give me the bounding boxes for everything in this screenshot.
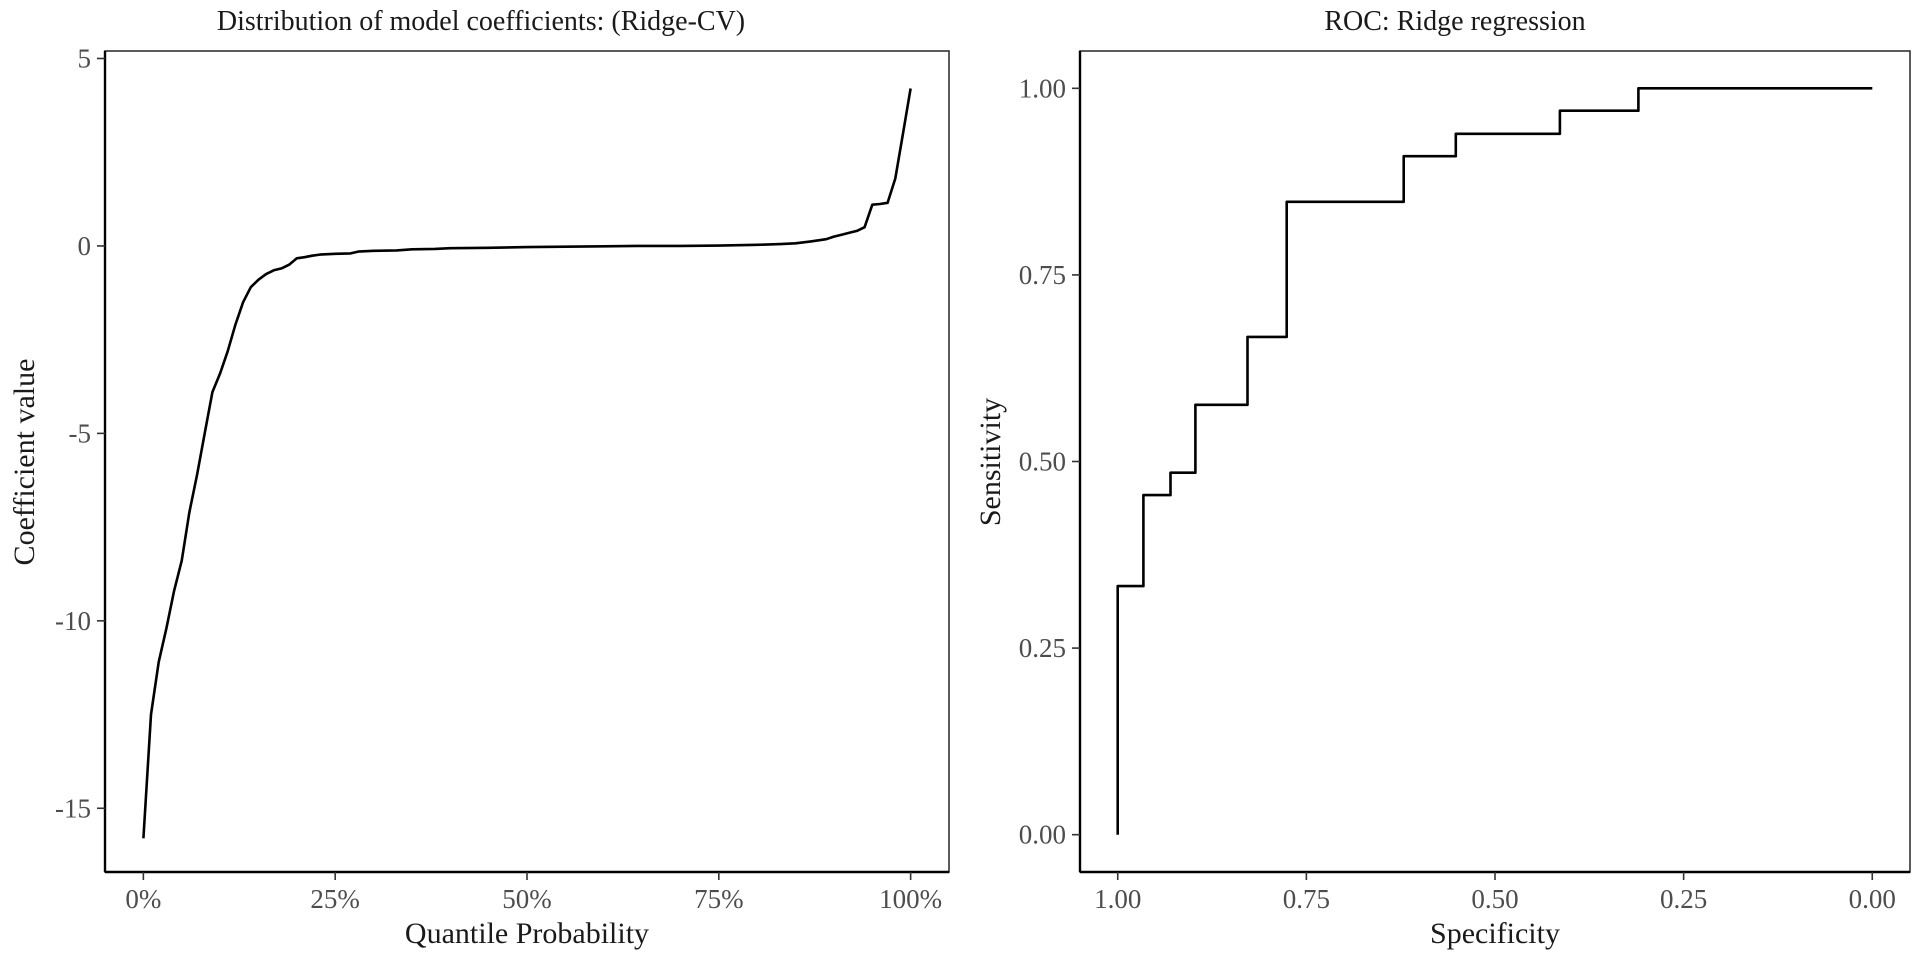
x-tick-label: 0.25 [1660,884,1707,914]
x-axis-ticks: 1.00 0.75 0.50 0.25 0.00 [1094,872,1896,914]
x-tick-label: 100% [879,884,942,914]
x-tick-label: 0.75 [1283,884,1330,914]
x-tick-label: 25% [310,884,360,914]
y-axis-title: Coefficient value [8,359,41,566]
chart-title: ROC: Ridge regression [1324,6,1585,37]
plot-border [104,50,950,873]
coefficient-distribution-panel: Distribution of model coefficients: (Rid… [8,6,950,950]
x-tick-label: 1.00 [1094,884,1141,914]
roc-curve-line [1116,87,1873,835]
x-tick-label: 0.50 [1471,884,1518,914]
roc-curve-panel: ROC: Ridge regression 1.00 0.75 0.50 0.25 0.… [974,6,1911,950]
x-tick-label: 0% [125,884,161,914]
y-tick-label: 0.50 [1019,447,1066,477]
y-tick-label: -5 [69,418,92,448]
y-axis-title: Sensitivity [974,398,1007,526]
x-axis-ticks: 0% 25% 50% 75% 100% [125,872,942,914]
y-axis-ticks: 5 0 -5 -10 -15 [55,43,105,823]
y-tick-label: -15 [55,793,91,823]
x-tick-label: 0.00 [1849,884,1896,914]
plot-border [1079,50,1911,873]
x-axis-title: Specificity [1430,917,1560,950]
y-tick-label: 0 [78,231,92,261]
y-axis-ticks: 0.00 0.25 0.50 0.75 1.00 [1019,73,1080,850]
y-tick-label: 0.25 [1019,633,1066,663]
x-tick-label: 75% [694,884,744,914]
x-tick-label: 50% [502,884,552,914]
y-tick-label: 0.00 [1019,820,1066,850]
x-axis-title: Quantile Probability [405,917,649,950]
y-tick-label: 0.75 [1019,260,1066,290]
chart-title: Distribution of model coefficients: (Rid… [217,6,745,37]
y-tick-label: 1.00 [1019,73,1066,103]
y-tick-label: -10 [55,606,91,636]
coefficient-quantile-line [142,88,912,839]
y-tick-label: 5 [78,43,92,73]
